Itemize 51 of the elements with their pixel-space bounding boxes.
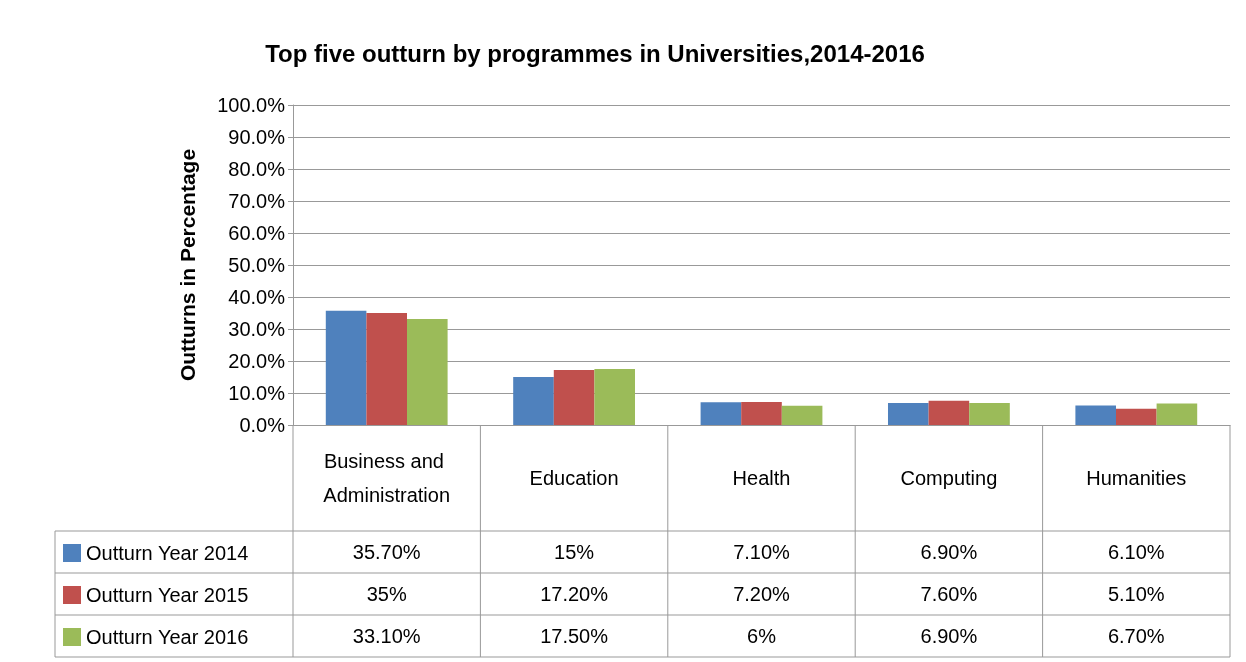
y-tick-label: 70.0%: [228, 190, 286, 212]
y-tick-label: 0.0%: [239, 414, 286, 436]
data-label: 17.50%: [540, 625, 609, 647]
data-label: 6.90%: [920, 625, 978, 647]
legend-label: Outturn Year 2014: [86, 542, 249, 564]
bar: [1075, 405, 1116, 425]
data-label: 33.10%: [352, 625, 421, 647]
y-tick-label: 60.0%: [228, 222, 286, 244]
data-label: 5.10%: [1107, 583, 1165, 605]
legend-label: Outturn Year 2015: [86, 584, 249, 606]
bar: [594, 369, 636, 425]
chart-title: Top five outturn by programmes in Universities,2014-2016: [265, 39, 925, 67]
y-tick-label: 10.0%: [228, 382, 286, 404]
y-tick-label: 50.0%: [228, 254, 286, 276]
legend-label: Outturn Year 2016: [86, 626, 249, 648]
bar: [969, 402, 1010, 425]
bar: [1116, 408, 1157, 425]
y-axis-title: Outturns in Percentage: [176, 148, 199, 382]
x-tick-label: Business and Administration: [323, 450, 451, 506]
bar: [366, 313, 407, 425]
bar: [407, 319, 448, 425]
data-label: 7.20%: [733, 583, 791, 605]
data-label: 15%: [554, 541, 595, 563]
data-label: 6.90%: [920, 541, 978, 563]
data-label: 35%: [366, 583, 407, 605]
data-label: 7.60%: [920, 583, 978, 605]
x-tick-label: Computing: [900, 467, 998, 489]
bar: [700, 402, 742, 425]
bar: [513, 377, 554, 425]
y-tick-label: 90.0%: [228, 126, 286, 148]
data-label: 17.20%: [540, 583, 609, 605]
bar: [1156, 403, 1198, 425]
bar: [325, 310, 367, 425]
bar: [888, 402, 929, 425]
data-label: 6.70%: [1107, 625, 1165, 647]
data-label: 35.70%: [352, 541, 421, 563]
bar: [741, 401, 782, 425]
data-label: 7.10%: [733, 541, 791, 563]
y-tick-label: 30.0%: [228, 318, 286, 340]
y-tick-label: 20.0%: [228, 350, 286, 372]
data-label: 6%: [747, 625, 777, 647]
y-tick-label: 80.0%: [228, 158, 286, 180]
bar: [781, 405, 823, 425]
x-tick-label: Health: [732, 467, 791, 489]
data-label: 6.10%: [1107, 541, 1165, 563]
x-tick-label: Humanities: [1086, 467, 1187, 489]
bar: [928, 400, 970, 425]
y-tick-label: 40.0%: [228, 286, 286, 308]
y-tick-label: 100.0%: [217, 94, 286, 116]
x-tick-label: Education: [529, 467, 619, 489]
bar: [553, 369, 595, 425]
